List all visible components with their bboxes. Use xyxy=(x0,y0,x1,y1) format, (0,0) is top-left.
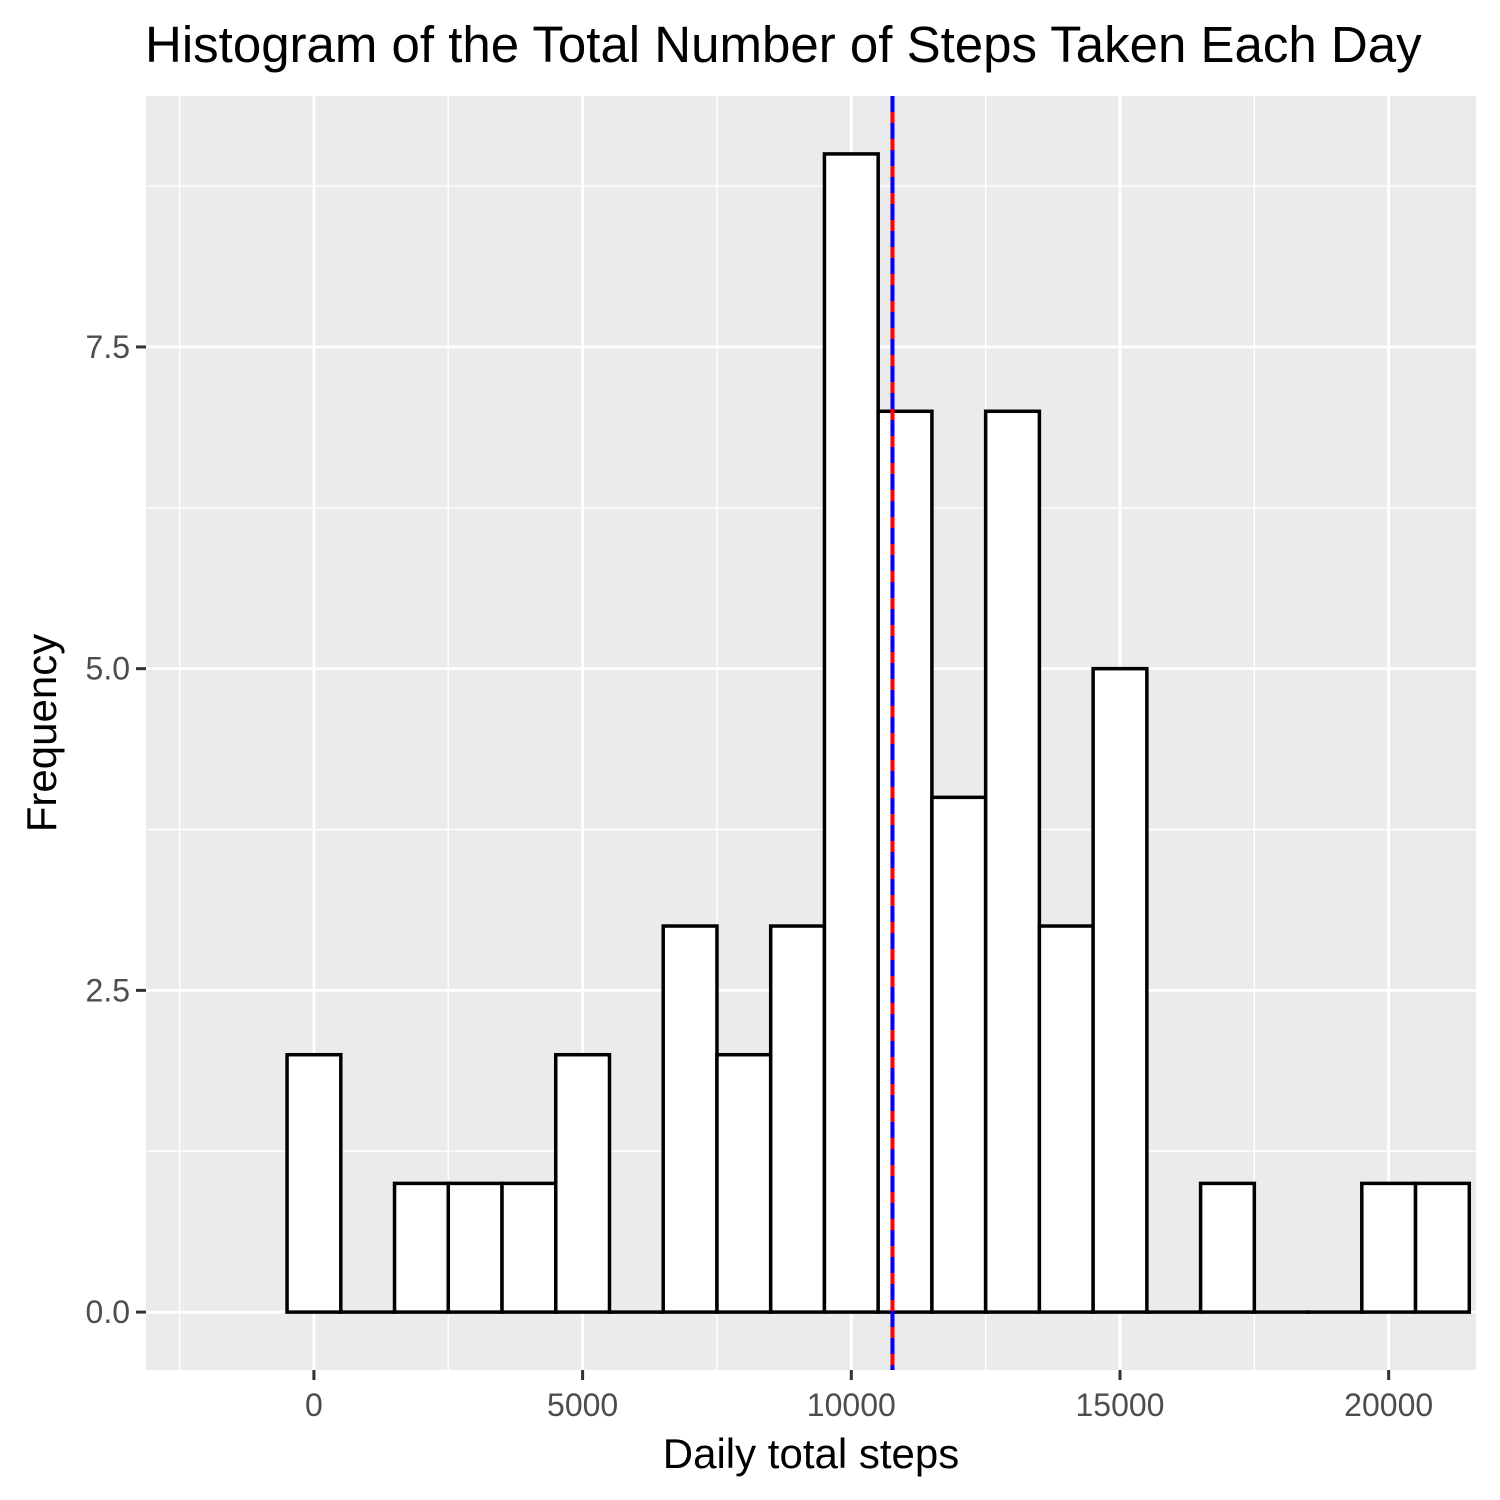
histogram-bar xyxy=(768,924,827,1314)
y-tick-label: 0.0 xyxy=(86,1294,130,1330)
histogram-bars xyxy=(285,152,1472,1314)
x-axis: 0 5000 10000 15000 20000 xyxy=(305,1370,1433,1423)
histogram-bar xyxy=(1198,1181,1257,1314)
histogram-bar xyxy=(876,409,934,1314)
histogram-bar xyxy=(500,1181,558,1314)
histogram-bar xyxy=(285,1052,343,1314)
x-tick-label: 5000 xyxy=(547,1387,618,1423)
histogram-bar xyxy=(1091,666,1149,1314)
x-axis-title: Daily total steps xyxy=(663,1430,959,1477)
histogram-bar xyxy=(715,1052,773,1314)
y-tick-label: 7.5 xyxy=(86,329,130,365)
x-tick-label: 20000 xyxy=(1344,1387,1433,1423)
histogram-bar xyxy=(822,152,880,1314)
y-axis: 0.0 2.5 5.0 7.5 xyxy=(86,329,146,1330)
histogram-bar xyxy=(553,1052,612,1314)
histogram-bar xyxy=(661,924,719,1314)
chart-title: Histogram of the Total Number of Steps T… xyxy=(145,16,1422,73)
x-tick-label: 15000 xyxy=(1075,1387,1164,1423)
x-tick-label: 10000 xyxy=(807,1387,896,1423)
x-tick-label: 0 xyxy=(305,1387,323,1423)
histogram-bar xyxy=(392,1181,451,1314)
y-tick-label: 2.5 xyxy=(86,972,130,1008)
y-tick-label: 5.0 xyxy=(86,651,130,687)
histogram-bar xyxy=(983,409,1042,1314)
histogram-bar xyxy=(446,1181,504,1314)
histogram-bar xyxy=(1360,1181,1418,1314)
histogram-bar xyxy=(1413,1181,1472,1314)
y-axis-title: Frequency xyxy=(18,634,65,832)
histogram-bar xyxy=(1037,924,1095,1314)
histogram-bar xyxy=(930,795,988,1314)
